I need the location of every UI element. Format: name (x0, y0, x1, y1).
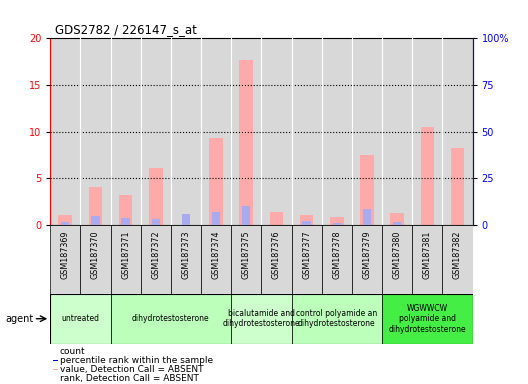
Bar (53, 369, 58, 370)
Bar (59, 215, 72, 225)
Text: GSM187370: GSM187370 (91, 230, 100, 279)
Bar (182, 214, 190, 225)
Text: GSM187378: GSM187378 (332, 230, 341, 279)
Bar (242, 206, 250, 225)
Bar (261, 38, 291, 225)
Bar (382, 294, 473, 344)
Bar (352, 38, 382, 225)
Bar (91, 215, 100, 225)
FancyBboxPatch shape (382, 225, 412, 294)
Bar (412, 38, 442, 225)
Text: value, Detection Call = ABSENT: value, Detection Call = ABSENT (60, 365, 203, 374)
Bar (201, 38, 231, 225)
Text: GSM187372: GSM187372 (151, 230, 161, 279)
Text: GSM187377: GSM187377 (302, 230, 311, 279)
Text: bicalutamide and
dihydrotestosterone: bicalutamide and dihydrotestosterone (222, 309, 300, 328)
FancyBboxPatch shape (291, 225, 322, 294)
Text: GSM187369: GSM187369 (61, 230, 70, 279)
Text: GSM187376: GSM187376 (272, 230, 281, 279)
Text: count: count (60, 348, 85, 356)
Bar (231, 38, 261, 225)
Text: GDS2782 / 226147_s_at: GDS2782 / 226147_s_at (55, 23, 197, 36)
Bar (53, 378, 58, 379)
Bar (171, 38, 201, 225)
FancyBboxPatch shape (261, 225, 291, 294)
Text: GSM187373: GSM187373 (182, 230, 191, 279)
Text: rank, Detection Call = ABSENT: rank, Detection Call = ABSENT (60, 374, 199, 383)
Bar (300, 215, 314, 225)
Bar (152, 218, 160, 225)
Bar (80, 38, 110, 225)
Bar (390, 212, 404, 225)
FancyBboxPatch shape (140, 225, 171, 294)
Bar (363, 209, 371, 225)
FancyBboxPatch shape (110, 225, 140, 294)
Bar (330, 217, 344, 225)
FancyBboxPatch shape (231, 225, 261, 294)
Text: GSM187380: GSM187380 (393, 230, 402, 278)
Bar (110, 38, 140, 225)
Bar (303, 221, 311, 225)
Bar (89, 187, 102, 225)
FancyBboxPatch shape (171, 225, 201, 294)
FancyBboxPatch shape (442, 225, 473, 294)
Bar (240, 60, 253, 225)
Bar (270, 212, 283, 225)
Bar (110, 294, 231, 344)
Text: agent: agent (5, 314, 34, 324)
Bar (442, 38, 473, 225)
Text: GSM187371: GSM187371 (121, 230, 130, 279)
Bar (322, 38, 352, 225)
Bar (291, 38, 322, 225)
Bar (121, 218, 130, 225)
Bar (140, 38, 171, 225)
Bar (53, 360, 58, 361)
Bar (291, 294, 382, 344)
FancyBboxPatch shape (412, 225, 442, 294)
Bar (209, 138, 223, 225)
Bar (382, 38, 412, 225)
Text: percentile rank within the sample: percentile rank within the sample (60, 356, 213, 365)
Text: GSM187375: GSM187375 (242, 230, 251, 279)
Bar (212, 212, 220, 225)
Bar (360, 155, 374, 225)
Text: GSM187374: GSM187374 (212, 230, 221, 279)
Bar (119, 195, 133, 225)
FancyBboxPatch shape (50, 225, 80, 294)
Text: WGWWCW
polyamide and
dihydrotestosterone: WGWWCW polyamide and dihydrotestosterone (389, 304, 466, 334)
Text: GSM187381: GSM187381 (423, 230, 432, 278)
Text: GSM187382: GSM187382 (453, 230, 462, 279)
Bar (333, 223, 341, 225)
Bar (149, 168, 163, 225)
Bar (231, 294, 291, 344)
Text: dihydrotestosterone: dihydrotestosterone (132, 314, 210, 323)
FancyBboxPatch shape (80, 225, 110, 294)
FancyBboxPatch shape (352, 225, 382, 294)
Text: GSM187379: GSM187379 (362, 230, 372, 279)
Text: control polyamide an
dihydrotestosterone: control polyamide an dihydrotestosterone (296, 309, 378, 328)
Bar (393, 222, 401, 225)
Bar (451, 148, 464, 225)
Bar (50, 38, 80, 225)
FancyBboxPatch shape (322, 225, 352, 294)
Bar (50, 294, 110, 344)
Bar (420, 127, 434, 225)
FancyBboxPatch shape (201, 225, 231, 294)
Text: untreated: untreated (61, 314, 99, 323)
Bar (61, 222, 70, 225)
